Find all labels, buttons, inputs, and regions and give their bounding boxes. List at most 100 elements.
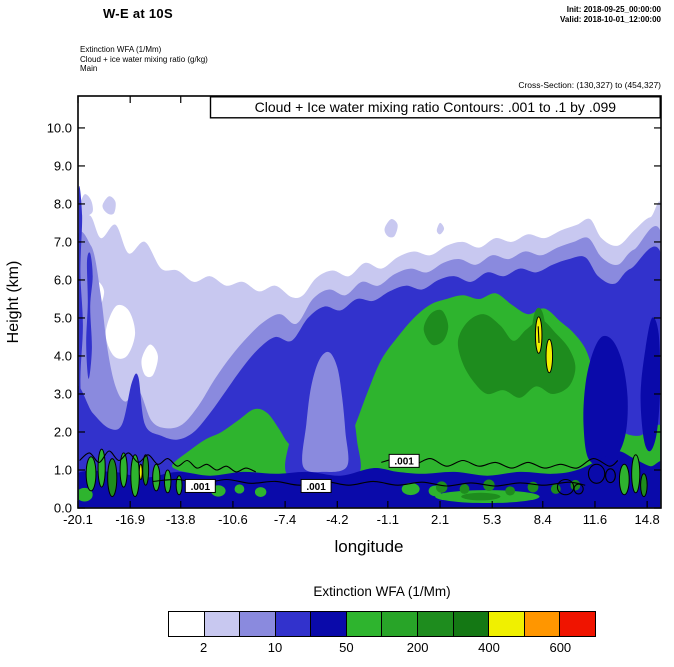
x-tick-label: -20.1 (63, 512, 93, 527)
cloud-blob (640, 473, 648, 498)
x-tick-label: 11.6 (583, 512, 607, 527)
x-tick-label: 14.8 (634, 512, 659, 527)
x-tick-label: -16.9 (115, 512, 145, 527)
colorbar-tick-50: 50 (339, 640, 354, 655)
x-tick-label: -1.1 (377, 512, 399, 527)
contour-info-box (209, 96, 661, 119)
lavender-blob (384, 219, 398, 238)
y-tick-label: 1.0 (54, 462, 72, 477)
plot-border (77, 95, 662, 509)
contour-label: .001 (394, 457, 414, 468)
cloud-blob (152, 463, 161, 492)
y-axis-label: Height (km) (5, 260, 22, 344)
cloud-contour-loop (573, 483, 584, 495)
colorbar-cell-7 (418, 612, 454, 636)
cloud-contour-line (152, 478, 586, 487)
cloud-blob (85, 456, 97, 492)
cloud-blob (138, 463, 143, 480)
x-tick-label: -4.2 (326, 512, 348, 527)
colorbar-cell-11 (560, 612, 595, 636)
colorbar-tick-600: 600 (549, 640, 572, 655)
green-speck (78, 487, 93, 502)
page-title: W-E at 10S (103, 6, 173, 21)
lavender-blob (102, 196, 116, 215)
y-tick-label: 10.0 (47, 120, 72, 135)
colorbar-cell-8 (453, 612, 490, 636)
white-hole (141, 344, 158, 378)
colorbar-cell-1 (204, 612, 241, 636)
colorbar-tick-200: 200 (406, 640, 429, 655)
lavender-blob (79, 194, 93, 216)
y-tick-label: 4.0 (54, 348, 72, 363)
field-line-cloud: Cloud + ice water mixing ratio (g/kg) (80, 54, 208, 64)
x-axis-label: longitude (334, 537, 404, 556)
darkgreen-speck (459, 484, 470, 494)
royal-streak (86, 252, 93, 379)
darkgreen-speck (505, 486, 516, 496)
x-tick-label: -10.6 (218, 512, 248, 527)
x-tick-label: -7.4 (274, 512, 296, 527)
extinction-max (545, 338, 554, 374)
navy-right (583, 335, 628, 467)
contour-label-box (300, 478, 332, 493)
darkgreen-speck (461, 492, 501, 501)
y-tick-label: 7.0 (54, 234, 72, 249)
tick-labels: -20.1 -16.9 -13.8 -10.6 -7.4 -4.2 -1.1 2.1 5.3 8.… (47, 120, 660, 527)
darkgreen-speck (435, 481, 448, 493)
x-tick-label: 5.3 (483, 512, 501, 527)
cloud-blob (163, 469, 172, 494)
contour-label-box (184, 478, 216, 493)
x-tick-label: 2.1 (431, 512, 449, 527)
x-tick-label: -13.8 (166, 512, 196, 527)
cloud-contour-line (537, 326, 540, 344)
cloud-blob (97, 448, 106, 488)
cloud-contour-loop (605, 468, 616, 484)
colorbar-tick-10: 10 (267, 640, 283, 655)
cloud-blob (618, 463, 630, 496)
cloud-contour-line (381, 458, 619, 469)
contour-label: .001 (306, 482, 326, 493)
cloud-contour-loop (587, 463, 606, 484)
field-line-domain: Main (80, 64, 98, 73)
navy-right-edge (640, 317, 661, 452)
y-tick-label: 0.0 (54, 501, 72, 516)
cloud-blob (130, 454, 140, 498)
darkgreen-patch (423, 309, 449, 346)
y-tick-label: 2.0 (54, 424, 72, 439)
cloud-blob (175, 475, 183, 496)
colorbar-cell-3 (275, 612, 312, 636)
field-line-extinction: Extinction WFA (1/Mm) (80, 45, 162, 54)
cross-section-info: Cross-Section: (130,327) to (454,327) (518, 80, 661, 90)
colorbar-cell-10 (524, 612, 561, 636)
lavender-blob (436, 222, 445, 235)
colorbar-cell-2 (240, 612, 276, 636)
colorbar-cell-9 (489, 612, 525, 636)
colorbar-tick-400: 400 (478, 640, 500, 655)
valid-timestamp: Valid: 2018-10-01_12:00:00 (560, 15, 661, 24)
cloud-blob (107, 458, 118, 498)
cloud-contour-line (79, 450, 257, 473)
contour-info-text: Cloud + Ice water mixing ratio Contours:… (255, 99, 617, 115)
colorbar-cell-5 (346, 612, 383, 636)
contour-label-box (388, 453, 420, 468)
green-speck (401, 482, 420, 496)
cloud-blob (119, 452, 128, 488)
cloud-blob (142, 454, 150, 486)
y-tick-label: 8.0 (54, 196, 72, 211)
colorbar-cell-0 (169, 612, 205, 636)
colorbar-title: Extinction WFA (1/Mm) (313, 584, 451, 599)
colorbar-cell-4 (311, 612, 347, 636)
colorbar (168, 611, 596, 637)
green-speck (234, 484, 245, 494)
slate-dome (302, 351, 349, 473)
cloud-contour-loop (556, 478, 575, 496)
y-tick-label: 3.0 (54, 386, 72, 401)
colorbar-tick-2: 2 (200, 640, 208, 655)
green-speck (254, 487, 267, 497)
royal-streak (78, 186, 83, 478)
white-hole (105, 304, 136, 359)
y-tick-label: 5.0 (54, 310, 72, 325)
y-tick-label: 6.0 (54, 272, 72, 287)
